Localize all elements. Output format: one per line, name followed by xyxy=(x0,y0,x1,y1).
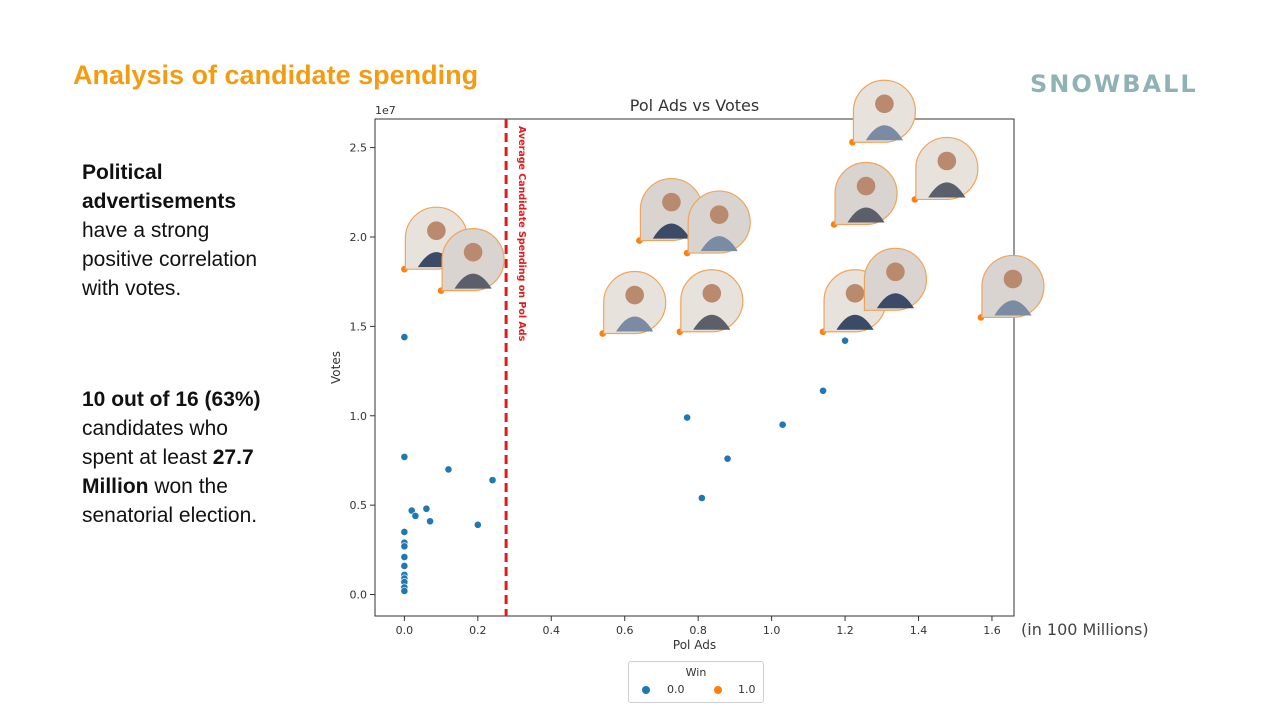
non-winner-point xyxy=(422,504,431,513)
legend-title: Win xyxy=(685,666,707,679)
person-head-icon xyxy=(702,284,722,303)
person-body-icon xyxy=(847,207,885,223)
y-offset-label: 1e7 xyxy=(375,104,396,117)
y-tick-label: 1.0 xyxy=(350,410,368,423)
non-winner-point xyxy=(488,476,497,485)
person-head-icon xyxy=(625,285,644,305)
non-winner-point xyxy=(400,542,409,551)
non-winner-point xyxy=(411,511,420,520)
candidate-photo xyxy=(680,269,744,333)
person-body-icon xyxy=(836,314,874,330)
legend-marker-1 xyxy=(714,686,722,694)
person-head-icon xyxy=(845,284,865,303)
legend-marker-0 xyxy=(642,686,650,694)
legend-label-1: 1.0 xyxy=(738,683,756,696)
y-tick-label: 0.0 xyxy=(350,589,368,602)
candidate-photo xyxy=(915,136,979,201)
person-body-icon xyxy=(994,300,1032,316)
non-winner-point xyxy=(426,517,434,526)
legend-label-0: 0.0 xyxy=(667,683,685,696)
x-tick-label: 0.8 xyxy=(689,624,707,637)
person-head-icon xyxy=(709,205,729,224)
slide-title: Analysis of candidate spending xyxy=(73,60,479,90)
y-tick-label: 2.5 xyxy=(350,142,368,155)
non-winner-point xyxy=(841,336,849,345)
x-tick-label: 0.6 xyxy=(616,624,634,637)
person-body-icon xyxy=(616,316,654,332)
person-head-icon xyxy=(463,242,483,262)
x-tick-label: 1.2 xyxy=(836,624,854,637)
candidate-photo xyxy=(687,190,751,254)
non-winner-point xyxy=(400,562,409,570)
non-winner-point xyxy=(400,553,409,561)
x-tick-label: 0.0 xyxy=(396,624,414,637)
non-winner-point xyxy=(683,413,692,422)
spending-threshold-bold-text: 27.7 Million xyxy=(82,446,254,498)
average-spending-label: Average Candidate Spending on Pol Ads xyxy=(516,126,527,342)
non-winner-point xyxy=(400,452,409,461)
x-tick-label: 1.0 xyxy=(763,624,781,637)
person-head-icon xyxy=(937,151,957,171)
candidate-photo xyxy=(441,228,505,292)
person-body-icon xyxy=(865,125,904,141)
win-rate-bold-text: 10 out of 16 (63%) xyxy=(82,388,261,411)
person-head-icon xyxy=(662,192,681,212)
x-tick-label: 1.6 xyxy=(983,624,1001,637)
y-axis-label: Votes xyxy=(329,351,343,384)
win-rate-paragraph: 10 out of 16 (63%) candidates who spent … xyxy=(82,385,282,530)
candidate-photo xyxy=(834,161,898,226)
non-winner-point xyxy=(723,454,732,463)
correlation-paragraph: Political advertisements have a strong p… xyxy=(82,158,282,303)
x-axis-label: Pol Ads xyxy=(673,638,716,652)
y-tick-label: 0.5 xyxy=(350,499,368,512)
candidate-photo xyxy=(639,178,703,242)
non-winner-point xyxy=(473,520,482,529)
person-head-icon xyxy=(875,94,894,114)
person-head-icon xyxy=(1003,269,1023,289)
chart-legend: Win 0.0 1.0 xyxy=(628,661,764,703)
person-head-icon xyxy=(856,176,876,196)
person-head-icon xyxy=(886,262,905,282)
person-body-icon xyxy=(876,293,915,309)
candidate-photo xyxy=(863,247,927,311)
win-rate-text-end: won the senatorial election. xyxy=(82,475,258,527)
win-rate-text: candidates who spent at least xyxy=(82,417,228,469)
candidate-photo xyxy=(852,79,916,143)
non-winner-point xyxy=(444,465,453,474)
person-head-icon xyxy=(427,221,446,241)
non-winner-point xyxy=(819,386,827,395)
person-body-icon xyxy=(700,236,738,252)
plot-frame xyxy=(374,118,1015,617)
x-tick-label: 0.4 xyxy=(543,624,561,637)
correlation-bold-text: Political advertisements xyxy=(82,161,237,213)
person-body-icon xyxy=(454,273,492,289)
non-winner-point xyxy=(697,494,706,502)
non-winner-point xyxy=(400,587,409,595)
non-winner-point xyxy=(407,506,416,515)
non-winner-point xyxy=(400,333,409,342)
y-tick-label: 1.5 xyxy=(350,320,368,333)
non-winner-point xyxy=(400,528,409,536)
x-tick-label: 0.2 xyxy=(469,624,487,637)
person-body-icon xyxy=(928,182,966,198)
person-body-icon xyxy=(693,314,731,330)
x-tick-label: 1.4 xyxy=(910,624,928,637)
brand-logo: SNOWBALL xyxy=(1030,70,1198,98)
candidate-photo xyxy=(981,254,1045,319)
chart-title: Pol Ads vs Votes xyxy=(630,96,759,115)
correlation-text: have a strong positive correlation with … xyxy=(82,219,258,300)
candidate-photo xyxy=(603,270,667,335)
person-body-icon xyxy=(652,223,691,239)
unit-note: (in 100 Millions) xyxy=(1021,620,1149,639)
non-winner-point xyxy=(778,420,787,429)
y-tick-label: 2.0 xyxy=(350,231,368,244)
